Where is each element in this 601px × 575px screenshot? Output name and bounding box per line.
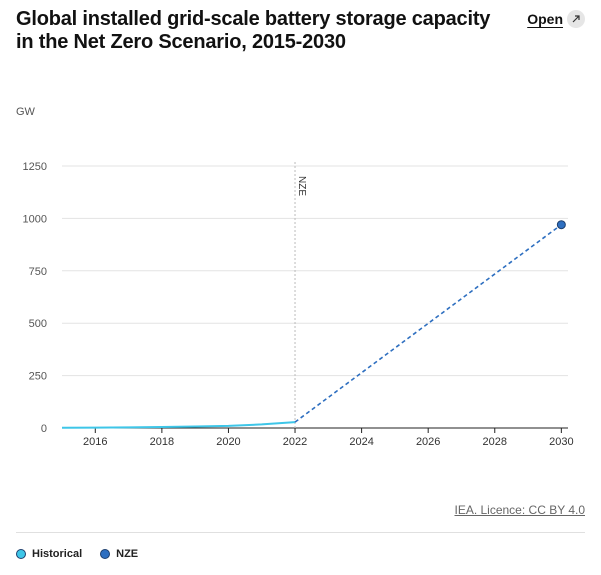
y-tick-label: 250 — [29, 371, 47, 383]
x-tick-label: 2022 — [283, 436, 307, 448]
open-button[interactable]: Open — [527, 10, 585, 28]
x-tick-label: 2024 — [349, 436, 373, 448]
external-link-icon — [567, 10, 585, 28]
y-axis-unit-label: GW — [16, 106, 35, 118]
nze-annotation-label: NZE — [296, 176, 307, 196]
x-tick-label: 2020 — [216, 436, 240, 448]
legend-divider — [16, 532, 585, 533]
legend-swatch — [16, 549, 26, 559]
x-tick-label: 2018 — [150, 436, 174, 448]
chart-title: Global installed grid-scale battery stor… — [16, 8, 491, 53]
x-tick-label: 2028 — [483, 436, 507, 448]
legend-item-historical[interactable]: Historical — [16, 548, 82, 560]
legend-item-nze[interactable]: NZE — [100, 548, 138, 560]
licence-credit-link[interactable]: IEA. Licence: CC BY 4.0 — [454, 503, 585, 517]
x-tick-label: 2016 — [83, 436, 107, 448]
legend-label: Historical — [32, 548, 83, 560]
y-tick-label: 0 — [41, 423, 47, 435]
series-endpoint-nze — [556, 220, 566, 230]
x-tick-label: 2026 — [416, 436, 440, 448]
legend-swatch — [100, 549, 111, 559]
legend-label: NZE — [116, 548, 139, 560]
chart-legend: Historical NZE — [16, 548, 138, 560]
y-tick-label: 1000 — [23, 213, 47, 225]
y-tick-label: 1250 — [23, 161, 47, 173]
open-label: Open — [527, 11, 563, 27]
y-tick-label: 750 — [29, 266, 47, 278]
series-line-nze — [294, 224, 562, 423]
series-line-historical — [61, 421, 296, 429]
y-tick-label: 500 — [29, 318, 47, 330]
x-tick-label: 2030 — [549, 436, 573, 448]
